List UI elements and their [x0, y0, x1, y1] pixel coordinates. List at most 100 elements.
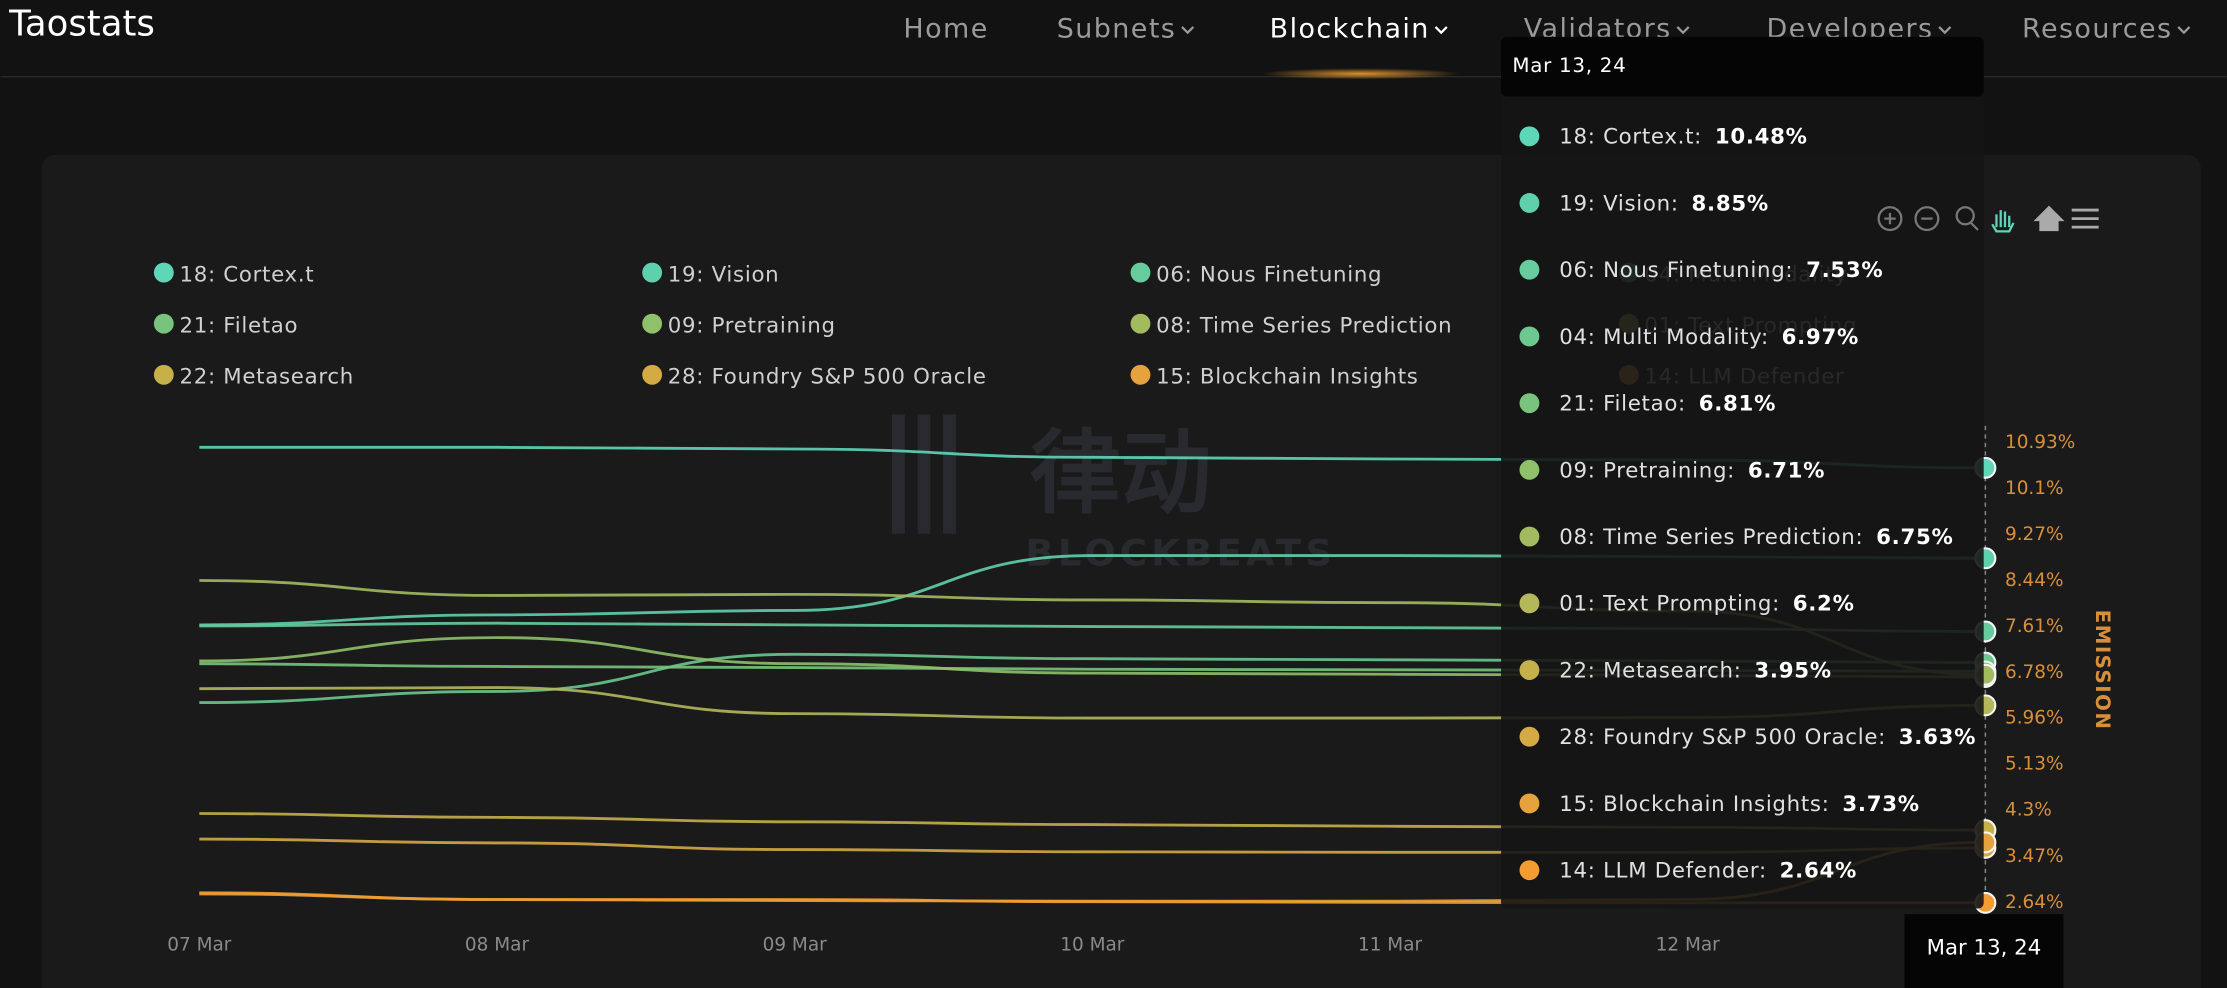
tooltip-label: 28: Foundry S&P 500 Oracle:	[1559, 725, 1886, 750]
legend-label[interactable]: 21: Filetao	[179, 313, 298, 338]
watermark-bar	[892, 414, 905, 534]
tooltip-swatch	[1519, 126, 1540, 147]
watermark-bar	[943, 414, 956, 534]
y-tick-label: 2.64%	[2005, 892, 2064, 913]
menu-icon[interactable]	[2071, 208, 2099, 229]
watermark-bar	[917, 414, 931, 534]
home-icon[interactable]	[2033, 205, 2065, 232]
y-tick-label: 5.96%	[2005, 708, 2064, 729]
tooltip-value: 6.71%	[1748, 458, 1825, 483]
tooltip-swatch	[1519, 860, 1540, 881]
x-tick-label: 08 Mar	[465, 934, 530, 955]
tooltip-label: 15: Blockchain Insights:	[1559, 792, 1829, 817]
nav-chevron	[1676, 26, 1690, 35]
legend-swatch	[642, 313, 663, 334]
tooltip-label: 08: Time Series Prediction:	[1559, 525, 1863, 550]
tooltip-label: 22: Metasearch:	[1559, 658, 1741, 683]
tooltip-swatch	[1519, 593, 1540, 614]
zoom-out-icon[interactable]	[1914, 206, 1940, 232]
tooltip-swatch	[1519, 259, 1540, 280]
tooltip-value: 3.63%	[1899, 725, 1976, 750]
tooltip-label: 04: Multi Modality:	[1559, 325, 1769, 350]
legend-label[interactable]: 15: Blockchain Insights	[1156, 365, 1418, 390]
tooltip-value: 6.81%	[1699, 392, 1776, 417]
x-tick-label: 09 Mar	[763, 934, 828, 955]
zoom-in-icon[interactable]	[1877, 206, 1903, 232]
nav-item[interactable]: Resources	[2022, 13, 2173, 44]
x-tick-label: 11 Mar	[1358, 934, 1423, 955]
nav-chevron	[2177, 26, 2191, 35]
tooltip-value: 7.53%	[1806, 258, 1883, 283]
legend-swatch	[153, 262, 174, 283]
nav-chevron	[1181, 26, 1195, 35]
tooltip-label: 01: Text Prompting:	[1559, 592, 1780, 617]
y-tick-label: 5.13%	[2005, 754, 2064, 775]
nav-item[interactable]: Home	[903, 13, 988, 44]
nav-chevron	[1938, 26, 1952, 35]
legend-label[interactable]: 18: Cortex.t	[179, 262, 314, 287]
tooltip-label: 06: Nous Finetuning:	[1559, 258, 1793, 283]
tooltip-label: 09: Pretraining:	[1559, 458, 1735, 483]
tooltip-swatch	[1519, 526, 1540, 547]
tooltip-value: 6.75%	[1876, 525, 1953, 550]
tooltip-swatch	[1519, 793, 1540, 814]
legend-label[interactable]: 08: Time Series Prediction	[1156, 313, 1452, 338]
watermark-text: BLOCKBEATS	[1025, 532, 1336, 575]
tooltip-header	[1501, 36, 1984, 97]
x-tick-label: 12 Mar	[1656, 934, 1721, 955]
legend-label[interactable]: 28: Foundry S&P 500 Oracle	[668, 365, 987, 390]
tooltip-value: 6.2%	[1793, 592, 1855, 617]
tooltip-swatch	[1519, 393, 1540, 414]
pan-icon[interactable]	[1991, 210, 2015, 233]
tooltip-label: 19: Vision:	[1559, 191, 1679, 216]
legend-swatch	[1130, 364, 1151, 385]
crosshair-label-bg	[1904, 914, 2064, 988]
legend-label[interactable]: 09: Pretraining	[668, 313, 836, 338]
legend-swatch	[153, 313, 174, 334]
crosshair-label: Mar 13, 24	[1927, 935, 2042, 960]
legend-label[interactable]: 22: Metasearch	[179, 365, 353, 390]
y-tick-label: 9.27%	[2005, 524, 2064, 545]
legend-label[interactable]: 06: Nous Finetuning	[1156, 262, 1382, 287]
tooltip-value: 3.95%	[1754, 658, 1831, 683]
tooltip-title: Mar 13, 24	[1512, 54, 1626, 77]
y-tick-label: 7.61%	[2005, 616, 2064, 637]
legend-label[interactable]: 19: Vision	[668, 262, 780, 287]
nav-item[interactable]: Subnets	[1057, 13, 1177, 44]
legend-swatch	[642, 262, 663, 283]
legend-swatch	[1130, 313, 1151, 334]
nav-item[interactable]: Blockchain	[1270, 13, 1430, 44]
y-tick-label: 10.1%	[2005, 478, 2064, 499]
legend-swatch	[1130, 262, 1151, 283]
legend-swatch	[642, 364, 663, 385]
tooltip-swatch	[1519, 726, 1540, 747]
toolbar	[1877, 205, 2099, 233]
logo[interactable]: Taostats	[8, 4, 155, 45]
zoom-select-icon[interactable]	[1955, 206, 1975, 226]
tooltip: Mar 13, 24 18: Cortex.t: 10.48% 19: Vision:…	[1501, 36, 1984, 909]
y-tick-label: 10.93%	[2005, 432, 2075, 453]
x-tick-label: 10 Mar	[1060, 934, 1125, 955]
watermark: 律动 BLOCKBEATS	[892, 414, 1336, 575]
tooltip-bg	[1501, 36, 1984, 909]
nav-chevron	[1434, 26, 1448, 35]
tooltip-swatch	[1519, 660, 1540, 680]
tooltip-swatch	[1519, 326, 1540, 347]
tooltip-swatch	[1519, 193, 1540, 213]
tooltip-swatch	[1519, 459, 1540, 480]
active-glow	[1261, 68, 1460, 80]
tooltip-value: 6.97%	[1782, 325, 1859, 350]
tooltip-value: 3.73%	[1842, 792, 1919, 817]
legend-swatch	[153, 364, 174, 385]
y-tick-label: 6.78%	[2005, 662, 2064, 683]
y-tick-label: 3.47%	[2005, 846, 2064, 867]
y-axis-label: EMISSION	[2091, 610, 2114, 731]
tooltip-label: 14: LLM Defender:	[1559, 859, 1767, 884]
tooltip-label: 18: Cortex.t:	[1559, 125, 1702, 150]
tooltip-label: 21: Filetao:	[1559, 392, 1686, 417]
zoom-in-plus	[1884, 212, 1896, 225]
tooltip-value: 2.64%	[1780, 859, 1857, 884]
tooltip-value: 10.48%	[1715, 125, 1808, 150]
